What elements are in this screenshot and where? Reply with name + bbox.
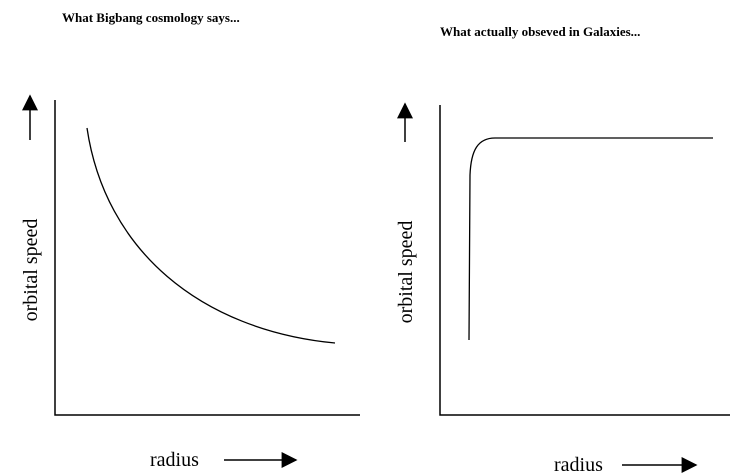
axes (439, 105, 730, 416)
axes (54, 100, 360, 416)
y-axis-label: orbital speed (395, 221, 417, 324)
panel-right: What actually obseved in Galaxies... orb… (395, 24, 730, 476)
y-axis-label: orbital speed (20, 219, 42, 322)
panel-title: What Bigbang cosmology says... (62, 10, 240, 25)
x-axis-label: radius (150, 449, 199, 471)
panel-left: What Bigbang cosmology says... orbital s… (20, 10, 360, 471)
x-axis-label: radius (554, 454, 603, 476)
curve (86, 127, 336, 344)
panel-title: What actually obseved in Galaxies... (440, 24, 640, 39)
curve (468, 137, 713, 341)
